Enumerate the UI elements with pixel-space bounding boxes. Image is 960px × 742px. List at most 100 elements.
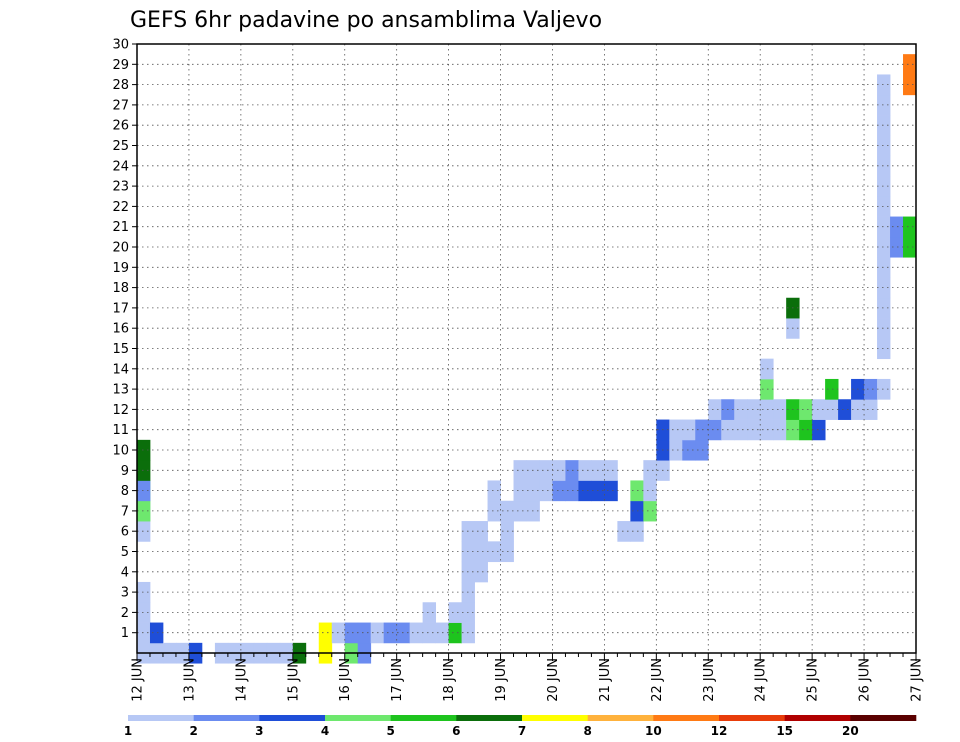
colorbar-label: 2 [189,724,197,738]
colorbar: 1 2 3 4 5 6 7 8 10 12 15 20 [124,715,917,738]
x-ticks: 12 JUN 13 JUN 14 JUN 15 JUN 16 JUN 17 JUN 18 J… [131,653,925,702]
heat-cell [799,419,813,441]
x-tick-label: 17 JUN [390,658,405,702]
heat-cell [513,460,527,481]
y-tick-label: 13 [112,383,129,398]
heat-cell [760,358,774,380]
y-tick-label: 29 [112,58,129,73]
colorbar-label: 20 [842,724,859,738]
colorbar-label: 12 [711,724,728,738]
heat-cell [669,419,683,441]
heat-cell [643,480,657,502]
heat-cell [877,196,891,217]
plot-frame [136,43,917,654]
heat-cell [890,236,904,258]
y-tick-label: 4 [121,565,129,580]
heat-cell [903,216,917,238]
heat-cell [760,419,774,441]
heat-cell [539,480,553,502]
heat-cell [812,399,826,420]
heat-cell [539,460,553,481]
y-tick-label: 5 [121,545,129,560]
heat-cell [734,399,748,420]
colorbar-label: 6 [452,724,460,738]
heat-cell [137,439,151,461]
colorbar-swatch [325,715,391,721]
heat-cell [137,521,151,542]
heat-cell [318,622,333,644]
y-tick-label: 18 [112,281,129,296]
colorbar-label: 8 [583,724,591,738]
y-tick-label: 1 [121,626,129,641]
colorbar-label: 10 [645,724,662,738]
heat-cell [903,54,917,75]
heat-cell [695,439,709,461]
heat-cell [137,622,151,644]
heat-cell [137,602,151,623]
heat-cell [760,399,774,420]
heat-cell [409,622,424,644]
heat-cell [383,622,398,644]
y-tick-label: 6 [121,525,129,540]
heat-cell [864,399,878,420]
heat-cell [760,378,774,400]
colorbar-swatch [128,715,194,721]
y-tick-label: 8 [121,484,129,499]
heat-cell [578,480,592,502]
heat-cell [552,480,566,502]
heat-cell [604,480,618,502]
heat-cell [422,622,437,644]
x-tick-label: 24 JUN [754,658,769,702]
y-tick-label: 14 [112,362,129,377]
heat-cell [903,74,917,96]
heat-cell [864,378,878,400]
heat-cell [474,541,488,563]
heat-cell [773,399,787,420]
y-tick-label: 19 [112,261,129,276]
y-tick-label: 9 [121,464,129,479]
x-tick-label: 26 JUN [858,658,873,702]
x-tick-label: 23 JUN [702,658,717,702]
x-tick-label: 20 JUN [546,658,561,702]
colorbar-label: 15 [776,724,793,738]
heat-cell [877,318,891,339]
heat-cell [877,94,891,116]
x-tick-label: 15 JUN [286,658,301,702]
heat-cell [448,622,462,644]
y-tick-label: 21 [112,220,129,235]
heat-cell [734,419,748,441]
heat-cell [838,399,852,420]
y-tick-label: 25 [112,139,129,154]
heat-cell [825,378,839,400]
y-tick-label: 17 [112,301,129,316]
heat-cell [695,419,709,441]
y-tick-label: 20 [112,241,129,256]
heat-cell [877,115,891,136]
x-tick-label: 22 JUN [650,658,665,702]
heat-cell [773,419,787,441]
heat-cell [877,338,891,360]
heat-cell [422,602,437,623]
heat-cell [877,257,891,278]
heat-cell [747,419,761,441]
y-tick-label: 7 [121,504,129,519]
heat-cell [137,480,151,502]
y-tick-label: 23 [112,180,129,195]
heat-cell [877,277,891,299]
colorbar-swatch [850,715,917,721]
heat-cell [812,419,826,441]
x-tick-label: 21 JUN [598,658,613,702]
heat-cell [825,399,839,420]
heat-cell [448,602,462,623]
heat-cell [669,439,683,461]
colorbar-swatch [653,715,720,721]
colorbar-swatch [719,715,785,721]
y-tick-label: 26 [112,119,129,134]
heat-cell [682,439,696,461]
y-tick-label: 30 [112,38,129,53]
colorbar-label: 5 [386,724,394,738]
heat-cell [617,521,631,542]
y-tick-label: 10 [112,444,129,459]
y-tick-label: 28 [112,78,129,93]
